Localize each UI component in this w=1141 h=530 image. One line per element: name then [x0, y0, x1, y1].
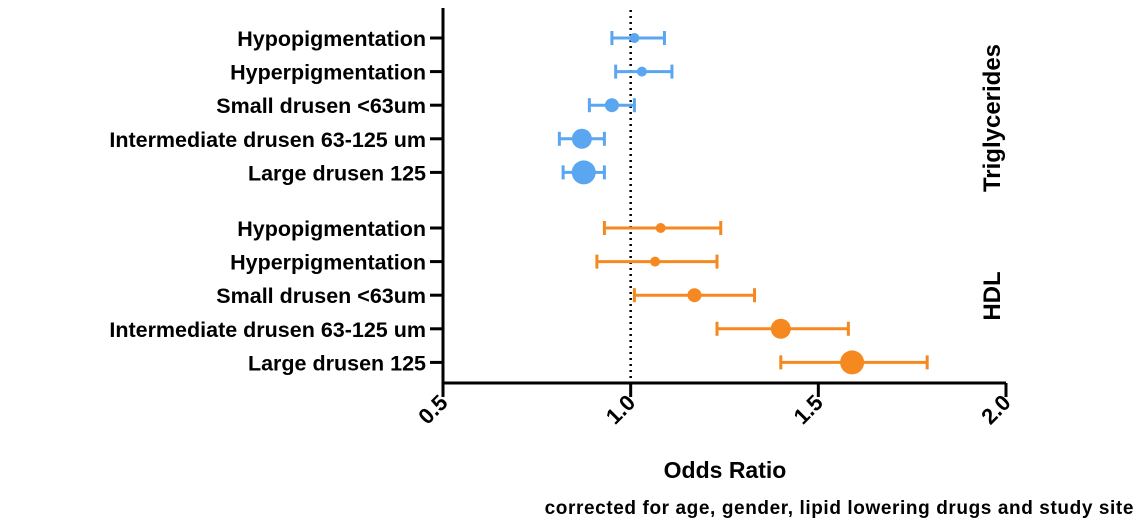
x-tick-label: 1.5 [789, 390, 828, 429]
odds-ratio-point [687, 288, 702, 303]
plot-area [557, 10, 929, 383]
x-axis-ticks: 0.5 1.0 1.5 2.0 [413, 383, 1016, 429]
category-label: Intermediate drusen 63-125 um [109, 318, 426, 342]
x-axis-title: Odds Ratio [664, 457, 787, 483]
category-label: Intermediate drusen 63-125 um [109, 128, 426, 152]
footnote: corrected for age, gender, lipid lowerin… [545, 498, 1134, 519]
odds-ratio-point [840, 350, 865, 375]
category-label: Large drusen 125 [248, 351, 426, 375]
odds-ratio-point [604, 98, 619, 113]
odds-ratio-point [629, 33, 640, 43]
category-label: Large drusen 125 [248, 161, 426, 185]
odds-ratio-point [571, 128, 592, 149]
odds-ratio-point [655, 223, 666, 233]
group-label: Triglycerides [979, 44, 1006, 192]
odds-ratio-point [571, 160, 596, 185]
odds-ratio-point [650, 256, 661, 267]
category-label: Hyperpigmentation [230, 251, 426, 275]
group-label: HDL [979, 271, 1006, 320]
x-tick-label: 1.0 [601, 390, 640, 429]
category-label: Hypopigmentation [237, 217, 426, 241]
x-tick-label: 2.0 [976, 390, 1015, 429]
category-labels: Hypopigmentation Hyperpigmentation Small d… [109, 27, 443, 375]
category-label: Small drusen <63um [216, 284, 426, 308]
category-label: Hyperpigmentation [230, 61, 426, 85]
x-tick-label: 0.5 [413, 390, 452, 429]
group-labels: Triglycerides HDL [979, 44, 1006, 321]
category-label: Small drusen <63um [216, 94, 426, 118]
odds-ratio-point [770, 318, 791, 339]
odds-ratio-point [636, 66, 647, 77]
category-label: Hypopigmentation [237, 27, 426, 51]
